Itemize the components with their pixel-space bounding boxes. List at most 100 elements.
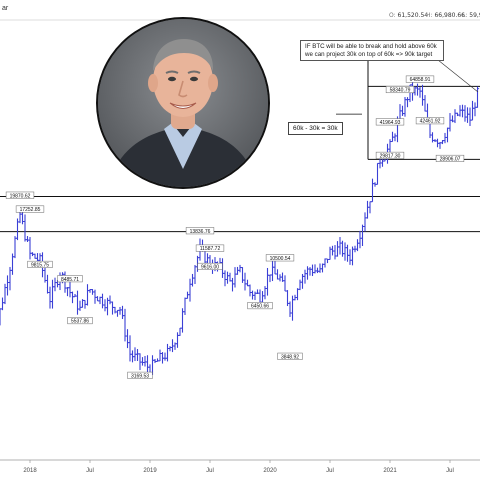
- price-label-box: [385, 86, 415, 94]
- price-label-text: 13836.76: [190, 229, 211, 235]
- header-stat-value: 61,520.54: [397, 12, 429, 19]
- candle: [355, 239, 360, 252]
- price-label-box: [57, 275, 83, 283]
- candle: [343, 242, 347, 261]
- candle: [270, 260, 275, 282]
- price-label-box: [5, 191, 35, 199]
- candle: [163, 352, 167, 361]
- candle: [358, 230, 362, 249]
- price-label: 13836.76: [185, 227, 215, 235]
- x-tick-label: 2021: [383, 468, 397, 474]
- price-label-box: [195, 244, 225, 252]
- candle: [233, 267, 237, 288]
- candle: [65, 287, 70, 297]
- price-label: 8485.71: [57, 275, 83, 283]
- header-stat-key: H:: [426, 12, 435, 19]
- candle: [25, 236, 30, 242]
- header-stat-l: L: 59,925.93: [462, 12, 480, 19]
- candle: [475, 86, 480, 108]
- portrait-photo: [96, 17, 270, 189]
- candle: [418, 86, 422, 98]
- candle: [115, 309, 120, 317]
- price-label-text: 64858.91: [410, 77, 431, 83]
- candle: [283, 275, 287, 292]
- candle: [75, 290, 80, 315]
- candle: [238, 264, 242, 273]
- price-label-box: [265, 254, 295, 262]
- candle: [313, 264, 317, 274]
- candle: [363, 212, 367, 232]
- x-tick-label: 2019: [143, 468, 157, 474]
- candle: [193, 264, 197, 285]
- candle: [405, 97, 410, 108]
- candle: [278, 274, 282, 282]
- price-label: 42461.92: [415, 117, 445, 125]
- candle: [320, 263, 325, 273]
- candle: [370, 178, 375, 203]
- price-label-box: [277, 352, 303, 360]
- candle: [143, 355, 147, 367]
- candle: [145, 355, 150, 374]
- candle: [223, 270, 227, 287]
- price-label-box: [15, 205, 45, 213]
- price-label-text: 11587.72: [200, 246, 221, 252]
- price-label-text: 29817.30: [380, 153, 401, 159]
- price-label-text: 5537.86: [71, 319, 89, 325]
- header-stat-value: 59,925.93: [469, 12, 480, 19]
- candle: [318, 263, 322, 273]
- price-label-box: [405, 75, 435, 83]
- candle: [275, 269, 280, 280]
- price-label: 3169.53: [127, 371, 153, 379]
- candle: [288, 301, 292, 317]
- candle: [183, 297, 187, 315]
- candle: [415, 83, 420, 96]
- candle: [453, 109, 457, 124]
- header-stat-key: O:: [389, 12, 398, 19]
- header-stat-h: H: 66,980.66: [426, 12, 465, 19]
- header-stat-value: 66,980.66: [434, 12, 465, 19]
- x-tick-label: Jul: [206, 468, 214, 474]
- candle: [45, 274, 50, 294]
- price-label-text: 9815.75: [31, 262, 49, 268]
- candle: [315, 267, 320, 274]
- candle: [100, 293, 105, 309]
- price-label: 9815.75: [27, 260, 53, 268]
- price-label-text: 3169.53: [131, 373, 149, 379]
- candle: [295, 288, 300, 301]
- candle: [245, 279, 250, 287]
- candle: [140, 357, 145, 366]
- candle: [458, 105, 462, 117]
- price-label: 6450.66: [247, 302, 273, 310]
- candle: [93, 289, 97, 304]
- price-label: 11587.72: [195, 244, 225, 252]
- candle: [168, 346, 172, 352]
- candle: [345, 244, 350, 262]
- candle: [243, 272, 247, 291]
- candle: [120, 305, 125, 320]
- candle: [328, 246, 332, 260]
- candle: [333, 245, 337, 260]
- candle: [5, 275, 10, 296]
- candle: [443, 132, 447, 144]
- price-label: 3848.92: [277, 352, 303, 360]
- price-label-text: 58340.79: [390, 88, 411, 94]
- candle: [348, 249, 352, 265]
- candle: [273, 260, 277, 275]
- candle: [23, 214, 27, 242]
- candle: [230, 277, 235, 292]
- price-label-box: [375, 118, 405, 126]
- candle: [18, 211, 22, 224]
- candle: [110, 301, 115, 315]
- candle: [260, 291, 265, 303]
- candle: [308, 267, 312, 276]
- price-label: 41964.93: [375, 118, 405, 126]
- candle: [225, 271, 230, 284]
- candle: [78, 300, 82, 311]
- candle: [103, 299, 107, 312]
- price-label-text: 3848.92: [281, 354, 299, 360]
- price-label: 28906.07: [435, 154, 465, 162]
- candle: [228, 272, 232, 282]
- candle: [303, 269, 307, 284]
- chart-title-fragment: ar: [2, 5, 9, 12]
